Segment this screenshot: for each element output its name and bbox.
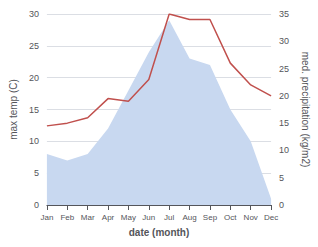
svg-text:20: 20 [29, 73, 39, 83]
svg-text:med. precipitation (kg/m2): med. precipitation (kg/m2) [300, 52, 311, 168]
svg-text:30: 30 [29, 9, 39, 19]
svg-text:5: 5 [34, 168, 39, 178]
svg-text:30: 30 [279, 36, 289, 46]
svg-text:15: 15 [29, 105, 39, 115]
svg-text:25: 25 [279, 64, 289, 74]
svg-text:Jan: Jan [40, 213, 53, 222]
svg-text:Mar: Mar [81, 213, 95, 222]
svg-text:date (month): date (month) [129, 227, 190, 238]
svg-text:Jul: Jul [164, 213, 174, 222]
svg-text:Apr: Apr [102, 213, 115, 222]
svg-text:Aug: Aug [182, 213, 196, 222]
svg-text:Nov: Nov [244, 213, 258, 222]
svg-text:Feb: Feb [60, 213, 74, 222]
svg-text:20: 20 [279, 91, 289, 101]
svg-text:Jun: Jun [142, 213, 155, 222]
svg-text:Oct: Oct [224, 213, 237, 222]
svg-text:10: 10 [279, 145, 289, 155]
svg-text:15: 15 [279, 118, 289, 128]
svg-text:0: 0 [279, 200, 284, 210]
svg-text:0: 0 [34, 200, 39, 210]
svg-text:Dec: Dec [264, 213, 278, 222]
svg-text:May: May [121, 213, 136, 222]
svg-text:35: 35 [279, 9, 289, 19]
svg-text:25: 25 [29, 41, 39, 51]
svg-text:Sep: Sep [203, 213, 218, 222]
svg-text:5: 5 [279, 173, 284, 183]
svg-text:max temp (C): max temp (C) [8, 79, 19, 140]
svg-text:10: 10 [29, 136, 39, 146]
